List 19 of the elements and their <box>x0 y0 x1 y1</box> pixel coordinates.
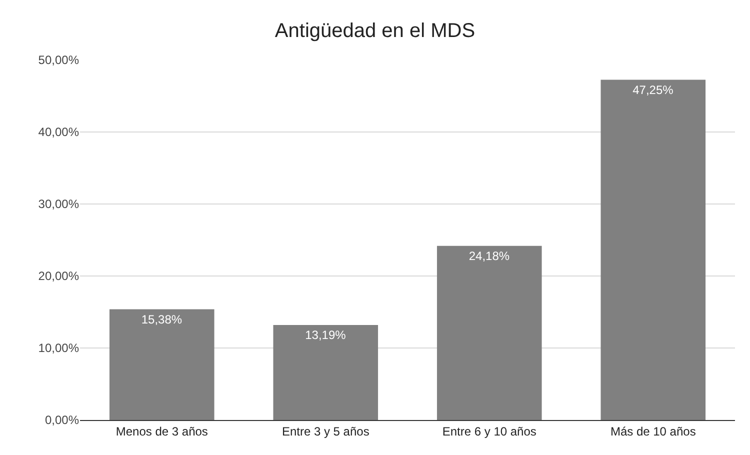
y-tick-label: 0,00% <box>44 413 80 428</box>
chart-title: Antigüedad en el MDS <box>274 20 476 42</box>
y-tick-label: 10,00% <box>38 341 80 356</box>
bar <box>273 325 378 420</box>
y-tick-label: 40,00% <box>38 125 80 140</box>
x-tick-label: Menos de 3 años <box>116 424 208 438</box>
data-label: 15,38% <box>141 312 182 326</box>
data-label: 13,19% <box>305 328 346 342</box>
y-tick-label: 30,00% <box>38 197 80 212</box>
y-tick-label: 50,00% <box>38 53 80 68</box>
data-label: 47,25% <box>632 82 674 97</box>
x-tick-label: Entre 6 y 10 años <box>442 424 536 438</box>
bar <box>436 246 542 420</box>
y-tick-label: 20,00% <box>38 269 80 284</box>
bar <box>600 80 706 420</box>
x-tick-label: Más de 10 años <box>610 424 696 438</box>
bar <box>109 309 214 420</box>
data-label: 24,18% <box>468 248 510 263</box>
x-tick-label: Entre 3 y 5 años <box>282 424 370 438</box>
